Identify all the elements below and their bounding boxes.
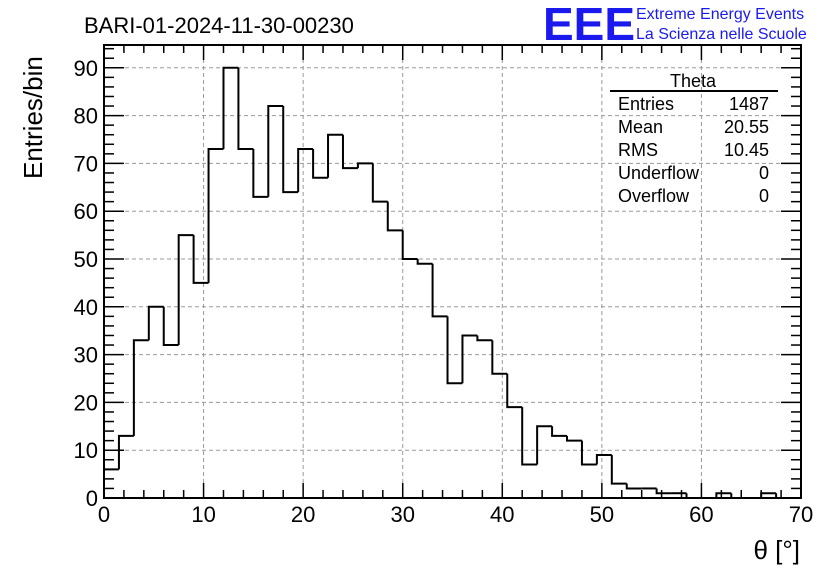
histogram-bin	[401, 230, 418, 260]
stats-row-label: Mean	[618, 117, 663, 137]
histogram-bin	[655, 488, 672, 495]
y-tick-label: 40	[74, 295, 98, 320]
histogram-bin	[551, 426, 568, 437]
stats-row-label: Overflow	[618, 186, 690, 206]
y-tick-label: 80	[74, 104, 98, 129]
histogram-bin	[341, 134, 358, 170]
y-tick-label: 60	[74, 199, 98, 224]
run-title: BARI-01-2024-11-30-00230	[84, 13, 354, 38]
x-tick-label: 30	[390, 502, 414, 527]
stats-row-label: Entries	[618, 94, 674, 114]
histogram-bin	[431, 263, 448, 318]
org-line-1: Extreme Energy Events	[636, 6, 804, 23]
stats-row-label: RMS	[618, 140, 658, 160]
histogram-bin	[521, 407, 538, 466]
histogram-bin	[237, 67, 254, 151]
histogram-series	[103, 66, 792, 499]
histogram-bin	[252, 149, 269, 198]
histogram-bin	[476, 335, 493, 342]
histogram-bin	[192, 235, 209, 284]
y-tick-label: 20	[74, 390, 98, 415]
histogram-bin	[715, 492, 732, 498]
x-tick-label: 50	[590, 502, 614, 527]
x-tick-label: 20	[291, 502, 315, 527]
histogram-bin	[103, 468, 119, 498]
x-tick-labels: 0 10 20 30 40 50 60 70	[98, 502, 813, 527]
plot-frame	[103, 44, 802, 499]
histogram-bin	[312, 149, 329, 179]
axis-ticks	[103, 45, 802, 499]
histogram-bin	[446, 316, 463, 385]
stats-row-value: 1487	[729, 94, 769, 114]
stats-rows: Entries 1487 Mean 20.55 RMS 10.45 Underflow 0 Ov…	[618, 94, 769, 206]
stats-row-value: 20.55	[724, 117, 769, 137]
histogram-bin	[461, 334, 478, 384]
y-tick-labels: 0 10 20 30 40 50 60 70 80 90	[74, 56, 98, 511]
y-tick-label: 90	[74, 56, 98, 81]
histogram-bin	[297, 148, 314, 193]
y-tick-label: 50	[74, 247, 98, 272]
y-tick-label: 0	[86, 486, 98, 511]
x-tick-label: 60	[689, 502, 713, 527]
histogram-bin	[356, 162, 373, 169]
grid-lines	[104, 45, 801, 498]
histogram-bin	[162, 306, 179, 347]
histogram-bin	[371, 163, 388, 203]
x-axis-label: θ [°]	[753, 535, 800, 565]
histogram-bin	[506, 373, 523, 409]
stats-box-title: Theta	[670, 71, 717, 91]
histogram-bin	[267, 105, 284, 197]
stats-row-value: 10.45	[724, 140, 769, 160]
histogram-bin	[386, 201, 403, 232]
histogram-bin	[147, 305, 164, 341]
histogram-bin	[610, 454, 627, 485]
histogram-bin	[327, 133, 343, 178]
stats-row-label: Underflow	[618, 163, 700, 183]
histogram-bin	[282, 106, 299, 194]
stats-row-value: 0	[759, 163, 769, 183]
org-line-2: La Scienza nelle Scuole	[636, 26, 807, 43]
y-tick-label: 10	[74, 438, 98, 463]
y-tick-label: 70	[74, 151, 98, 176]
y-axis-label: Entries/bin	[18, 56, 48, 179]
eee-logo-text: EEE	[543, 0, 635, 50]
histogram-bin	[177, 234, 194, 346]
histogram-bin	[536, 425, 553, 465]
histogram-bin	[222, 66, 239, 150]
histogram-bin	[625, 483, 642, 490]
eee-logo: EEE Extreme Energy Events La Scienza nel…	[543, 0, 807, 50]
histogram-bin	[207, 148, 224, 283]
stats-box: Theta Entries 1487 Mean 20.55 RMS 10.45 Underf…	[610, 71, 778, 206]
histogram-bin	[117, 434, 134, 470]
stats-row-value: 0	[759, 186, 769, 206]
y-tick-label: 30	[74, 343, 98, 368]
x-tick-label: 0	[98, 502, 110, 527]
histogram-bin	[416, 259, 433, 265]
histogram-bin	[580, 440, 597, 466]
histogram-bin	[132, 339, 149, 436]
histogram-bin	[595, 453, 612, 465]
x-tick-label: 40	[490, 502, 514, 527]
histogram-bin	[566, 435, 582, 442]
x-tick-label: 10	[191, 502, 215, 527]
histogram-bin	[491, 340, 508, 375]
x-tick-label: 70	[789, 502, 813, 527]
